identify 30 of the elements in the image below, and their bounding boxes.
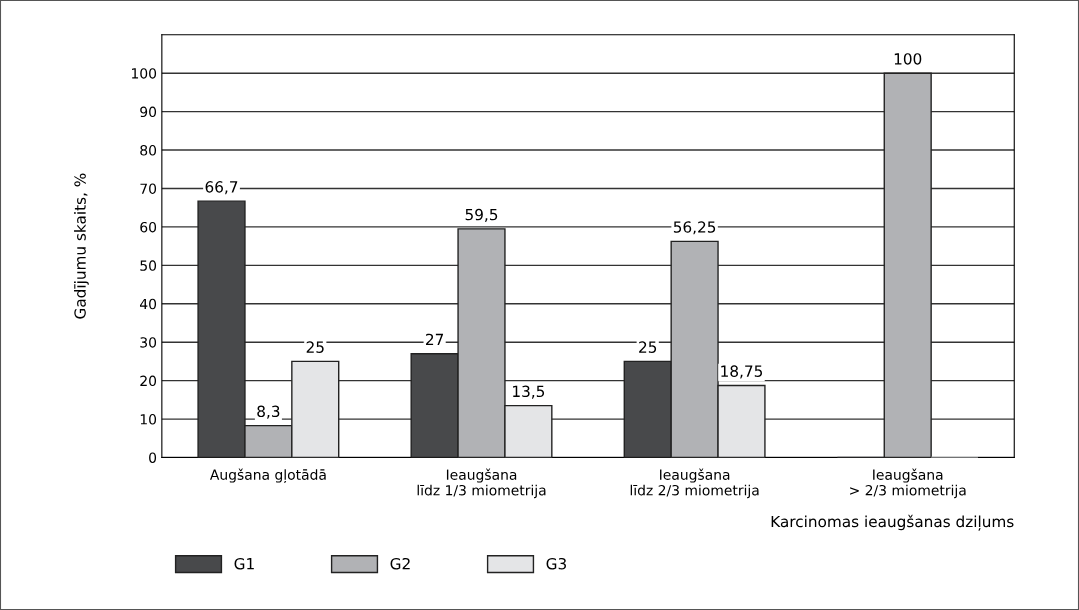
y-tick-label: 0 — [149, 452, 157, 463]
data-label: 25 — [306, 341, 324, 353]
data-label: 66,7 — [205, 181, 238, 195]
data-label: 56,25 — [673, 221, 716, 235]
data-label: 8,3 — [257, 405, 280, 419]
y-tick-label: 100 — [132, 68, 157, 79]
y-tick-label: 70 — [140, 183, 157, 194]
data-label: 59,5 — [465, 208, 498, 222]
x-tick-label: Ieaugšana līdz 1/3 miometrija — [417, 468, 546, 499]
y-axis-title: Gadījumu skaits, % — [74, 173, 89, 319]
data-label: 100 — [894, 53, 922, 65]
x-tick-label: Augšana gļotādā — [209, 468, 326, 484]
x-tick-label: Ieaugšana > 2/3 miometrija — [850, 468, 966, 499]
data-label: 18,75 — [721, 365, 763, 379]
y-tick-label: 50 — [140, 260, 157, 271]
x-axis-title: Karcinomas ieaugšanas dziļums — [771, 514, 1014, 531]
data-label: 25 — [639, 341, 657, 353]
x-tick-label: Ieaugšana līdz 2/3 miometrija — [630, 468, 759, 499]
data-label: 13,5 — [513, 385, 545, 399]
legend-label: G1 — [234, 557, 254, 570]
y-tick-label: 60 — [140, 221, 157, 233]
data-label: 27 — [426, 333, 444, 346]
y-tick-label: 40 — [139, 298, 157, 310]
y-tick-label: 10 — [140, 414, 157, 425]
legend-label: G2 — [390, 557, 410, 570]
y-tick-label: 30 — [140, 337, 157, 348]
y-tick-label: 90 — [140, 106, 157, 118]
legend-label: G3 — [546, 557, 566, 570]
y-tick-label: 20 — [140, 375, 157, 387]
y-tick-label: 80 — [140, 145, 157, 156]
